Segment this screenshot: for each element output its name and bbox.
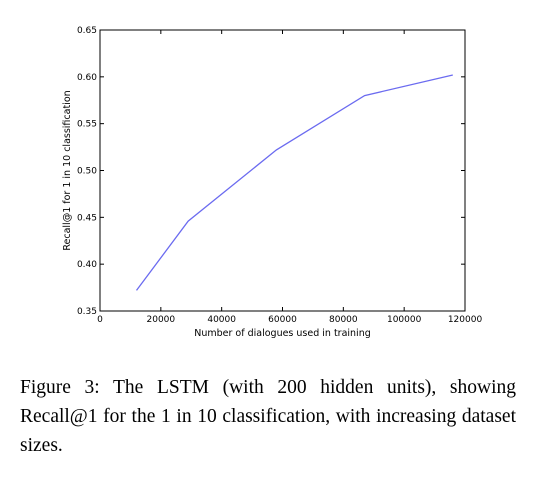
chart: 0.35 0.40 0.45 0.50 0.55 0.60 0.65 0 20000 40000… bbox=[0, 0, 534, 360]
y-tick-label: 0.45 bbox=[77, 213, 97, 223]
x-tick-label: 60000 bbox=[268, 315, 297, 325]
plot-area bbox=[100, 30, 465, 311]
x-axis-label: Number of dialogues used in training bbox=[194, 328, 371, 339]
x-tick-label: 40000 bbox=[207, 315, 236, 325]
y-tick-label: 0.65 bbox=[77, 26, 97, 36]
y-tick-label: 0.55 bbox=[77, 120, 97, 130]
x-tick-label: 20000 bbox=[147, 315, 176, 325]
x-tick-label: 80000 bbox=[329, 315, 358, 325]
y-tick-label: 0.50 bbox=[77, 167, 97, 177]
y-axis-label: Recall@1 for 1 in 10 classification bbox=[62, 90, 73, 250]
x-tick-label: 0 bbox=[97, 315, 103, 325]
y-tick-label: 0.40 bbox=[77, 260, 97, 270]
y-tick-label: 0.60 bbox=[77, 73, 97, 83]
x-tick-label: 100000 bbox=[387, 315, 422, 325]
y-tick-label: 0.35 bbox=[77, 307, 97, 317]
line-chart: 0.35 0.40 0.45 0.50 0.55 0.60 0.65 0 20000 40000… bbox=[0, 0, 534, 360]
x-tick-label: 120000 bbox=[448, 315, 483, 325]
figure-caption: Figure 3: The LSTM (with 200 hidden unit… bbox=[20, 373, 516, 460]
